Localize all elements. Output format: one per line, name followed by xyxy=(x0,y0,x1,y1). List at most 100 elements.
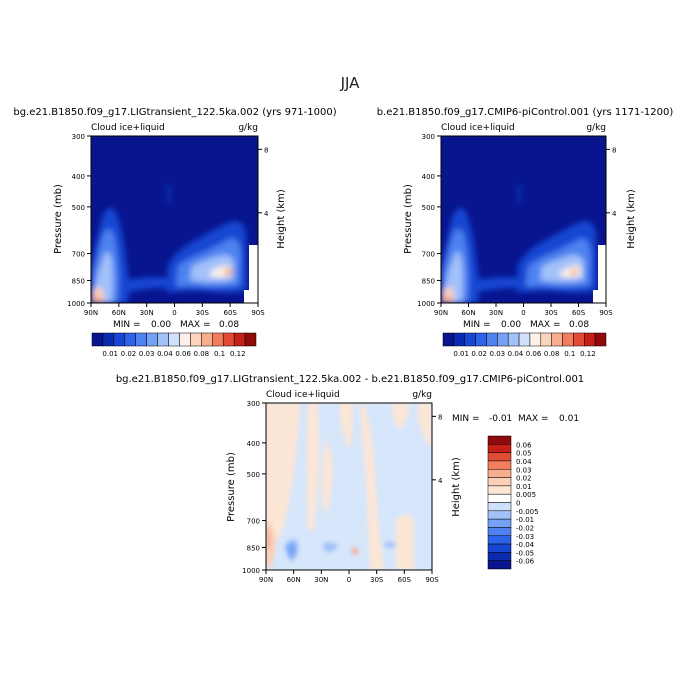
y-tick-label: 300 xyxy=(247,400,260,408)
colorbar-swatch xyxy=(222,332,235,347)
colorbar-swatch xyxy=(562,332,574,347)
colorbar-swatch xyxy=(487,543,512,553)
colorbar-swatch xyxy=(244,332,257,347)
colorbar-label: 0.03 xyxy=(516,466,532,474)
panel-1: bg.e21.B1850.f09_g17.LIGtransient_122.5k… xyxy=(13,107,336,358)
colorbar-swatch xyxy=(201,332,213,347)
colorbar-label: 0.08 xyxy=(194,350,210,358)
panel-1-colorbar: 0.01 0.02 0.03 0.04 0.06 0.08 0.1 0.12 xyxy=(91,332,257,358)
colorbar-swatch xyxy=(487,518,512,528)
colorbar-swatch xyxy=(157,332,169,347)
colorbar-swatch xyxy=(179,332,191,347)
colorbar-swatch xyxy=(540,332,552,347)
colorbar-label: -0.03 xyxy=(516,533,534,541)
colorbar-label: -0.05 xyxy=(516,549,534,557)
colorbar-swatch xyxy=(584,332,596,347)
panel-1-min-label: MIN = xyxy=(113,320,141,330)
colorbar-swatch xyxy=(135,332,147,347)
colorbar-label: -0.06 xyxy=(516,558,535,566)
x-tick-label: 30S xyxy=(196,309,210,317)
y-tick-label: 500 xyxy=(247,471,260,479)
colorbar-swatch xyxy=(102,332,115,347)
panel-3-title: bg.e21.B1850.f09_g17.LIGtransient_122.5k… xyxy=(116,374,584,385)
colorbar-swatch xyxy=(487,452,512,462)
panel-2-title: b.e21.B1850.f09_g17.CMIP6-piControl.001 … xyxy=(377,107,674,118)
colorbar-label: 0 xyxy=(516,500,520,508)
y-tick-label: 700 xyxy=(247,518,260,526)
y2-tick-label: 8 xyxy=(438,413,442,421)
panel-1-min-value: 0.00 xyxy=(151,320,171,330)
y-tick-label: 1000 xyxy=(242,567,260,575)
x-tick-label: 30S xyxy=(544,309,558,317)
colorbar-label: 0.04 xyxy=(516,458,532,466)
y-tick-label: 500 xyxy=(422,204,435,212)
colorbar-swatch xyxy=(486,332,498,347)
colorbar-swatch xyxy=(168,332,180,347)
colorbar-swatch xyxy=(487,502,512,512)
panel-2-units: g/kg xyxy=(586,123,606,133)
panel-3-units: g/kg xyxy=(412,390,432,400)
panel-2-y2label: Height (km) xyxy=(626,189,637,249)
colorbar-swatch xyxy=(551,332,563,347)
colorbar-swatch xyxy=(464,332,476,347)
panel-3-field xyxy=(266,403,432,570)
colorbar-swatch xyxy=(487,560,512,570)
colorbar-swatch xyxy=(487,485,512,495)
y-tick-label: 850 xyxy=(247,544,260,552)
x-tick-label: 90N xyxy=(84,309,98,317)
y2-tick-label: 4 xyxy=(438,477,443,485)
panel-1-y2label: Height (km) xyxy=(276,189,287,249)
colorbar-label: 0.01 xyxy=(453,350,469,358)
colorbar-label: -0.04 xyxy=(516,541,535,549)
y-tick-label: 400 xyxy=(422,173,435,181)
colorbar-label: 0.12 xyxy=(580,350,596,358)
colorbar-label: 0.03 xyxy=(490,350,506,358)
colorbar-label: 0.01 xyxy=(102,350,118,358)
colorbar-label: 0.04 xyxy=(157,350,173,358)
colorbar-swatch xyxy=(487,460,512,470)
panel-2-colorbar: 0.01 0.02 0.03 0.04 0.06 0.08 0.1 0.12 xyxy=(442,332,607,358)
panel-2-field-label: Cloud ice+liquid xyxy=(441,123,515,133)
colorbar-label: -0.01 xyxy=(516,516,534,524)
colorbar-swatch xyxy=(124,332,136,347)
colorbar-label: -0.02 xyxy=(516,524,534,532)
panel-3-min-value: -0.01 xyxy=(489,414,512,424)
colorbar-swatch xyxy=(487,510,512,520)
colorbar-swatch xyxy=(146,332,158,347)
x-tick-label: 0 xyxy=(172,309,176,317)
colorbar-label: 0.06 xyxy=(175,350,191,358)
colorbar-swatch xyxy=(453,332,465,347)
panel-2-min-value: 0.00 xyxy=(501,320,521,330)
colorbar-label: 0.08 xyxy=(544,350,560,358)
colorbar-swatch xyxy=(475,332,487,347)
x-tick-label: 60N xyxy=(112,309,126,317)
colorbar-swatch xyxy=(487,469,512,478)
colorbar-label: 0.05 xyxy=(516,450,532,458)
panel-3-max-label: MAX = xyxy=(518,414,549,424)
x-tick-label: 90S xyxy=(251,309,265,317)
colorbar-swatch xyxy=(573,332,585,347)
x-tick-label: 90N xyxy=(434,309,448,317)
x-tick-label: 30N xyxy=(314,576,328,584)
colorbar-label: 0.02 xyxy=(471,350,487,358)
x-tick-label: 90N xyxy=(259,576,273,584)
y-tick-label: 1000 xyxy=(67,300,85,308)
panel-3-field-label: Cloud ice+liquid xyxy=(266,390,340,400)
panel-1-ylabel: Pressure (mb) xyxy=(53,184,64,254)
y2-tick-label: 8 xyxy=(264,146,268,154)
panel-1-max-label: MAX = xyxy=(180,320,211,330)
colorbar-swatch xyxy=(233,332,246,347)
x-tick-label: 30N xyxy=(489,309,503,317)
y-tick-label: 500 xyxy=(72,204,85,212)
colorbar-swatch xyxy=(487,552,512,561)
colorbar-swatch xyxy=(497,332,509,347)
colorbar-swatch xyxy=(594,332,607,347)
colorbar-swatch xyxy=(487,477,512,487)
figure-title: JJA xyxy=(340,74,360,92)
y2-tick-label: 4 xyxy=(264,210,269,218)
panel-3-ylabel: Pressure (mb) xyxy=(226,452,237,522)
panel-3-y2label: Height (km) xyxy=(451,457,462,517)
